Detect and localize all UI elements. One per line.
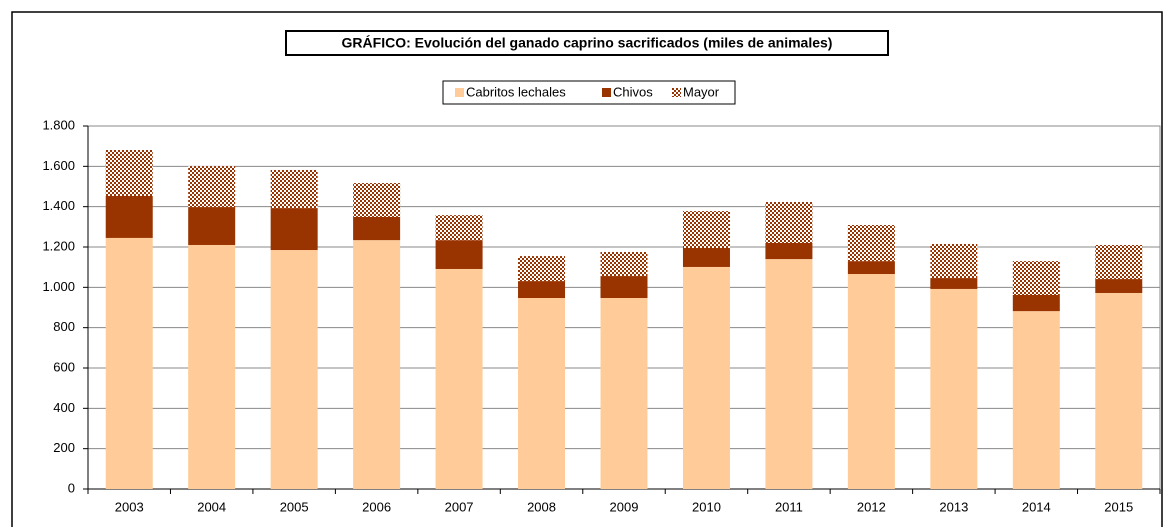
bar-segment bbox=[847, 261, 895, 275]
bar-segment bbox=[930, 288, 978, 489]
y-tick-label: 200 bbox=[53, 440, 75, 455]
bar-segment bbox=[600, 298, 648, 489]
y-tick-label: 1.000 bbox=[42, 279, 75, 294]
x-tick-label: 2010 bbox=[692, 499, 721, 514]
x-tick-label: 2004 bbox=[197, 499, 226, 514]
bar-segment bbox=[435, 240, 483, 269]
x-tick-label: 2005 bbox=[280, 499, 309, 514]
y-tick-label: 1.200 bbox=[42, 238, 75, 253]
x-tick-label: 2008 bbox=[527, 499, 556, 514]
bar-segment bbox=[105, 195, 153, 238]
bar-segment bbox=[353, 240, 401, 489]
bar-segment bbox=[188, 166, 236, 208]
chart-title: GRÁFICO: Evolución del ganado caprino sa… bbox=[342, 35, 833, 51]
bar-segment bbox=[518, 256, 566, 282]
x-tick-label: 2014 bbox=[1022, 499, 1051, 514]
x-tick-label: 2013 bbox=[939, 499, 968, 514]
legend-swatch bbox=[602, 88, 611, 97]
bar-segment bbox=[847, 274, 895, 489]
bar-segment bbox=[270, 208, 318, 251]
y-tick-label: 1.800 bbox=[42, 117, 75, 132]
bar-segment bbox=[1012, 311, 1060, 489]
x-tick-label: 2009 bbox=[610, 499, 639, 514]
legend-box bbox=[442, 80, 736, 105]
x-tick-label: 2011 bbox=[775, 499, 803, 514]
bar-segment bbox=[847, 225, 895, 262]
bar-segment bbox=[682, 211, 730, 249]
legend-label: Cabritos lechales bbox=[466, 84, 566, 99]
bar-segment bbox=[600, 276, 648, 299]
legend-label: Mayor bbox=[683, 84, 720, 99]
x-tick-label: 2003 bbox=[115, 499, 144, 514]
bar-segment bbox=[682, 266, 730, 489]
bar-segment bbox=[682, 248, 730, 267]
bar-segment bbox=[765, 259, 813, 489]
bar-segment bbox=[1095, 292, 1143, 489]
bar-segment bbox=[518, 298, 566, 489]
x-tick-label: 2015 bbox=[1104, 499, 1133, 514]
bar-segment bbox=[1012, 261, 1060, 295]
bar-segment bbox=[930, 243, 978, 279]
y-tick-label: 0 bbox=[68, 480, 75, 495]
legend-swatch bbox=[672, 88, 681, 97]
bar-segment bbox=[765, 202, 813, 243]
bar-segment bbox=[270, 169, 318, 209]
x-tick-label: 2006 bbox=[362, 499, 391, 514]
bar-segment bbox=[518, 281, 566, 299]
bar-segment bbox=[930, 278, 978, 289]
x-tick-label: 2012 bbox=[857, 499, 886, 514]
y-tick-label: 1.400 bbox=[42, 198, 75, 213]
bar-segment bbox=[435, 215, 483, 241]
y-tick-label: 800 bbox=[53, 319, 75, 334]
legend-label: Chivos bbox=[613, 84, 653, 99]
y-tick-label: 600 bbox=[53, 359, 75, 374]
bar-segment bbox=[1012, 294, 1060, 312]
bar-segment bbox=[600, 252, 648, 277]
bar-segment bbox=[105, 149, 153, 196]
bar-segment bbox=[188, 244, 236, 489]
title-box bbox=[285, 30, 889, 56]
bar-segment bbox=[353, 216, 401, 241]
bar-segment bbox=[1095, 279, 1143, 293]
x-tick-label: 2007 bbox=[445, 499, 474, 514]
bar-segment bbox=[353, 183, 401, 217]
y-tick-label: 1.600 bbox=[42, 158, 75, 173]
bar-segment bbox=[270, 250, 318, 489]
bar-segment bbox=[765, 242, 813, 260]
legend-swatch bbox=[455, 88, 464, 97]
bar-segment bbox=[188, 207, 236, 245]
bar-segment bbox=[435, 268, 483, 489]
bar-segment bbox=[105, 237, 153, 489]
y-tick-label: 400 bbox=[53, 400, 75, 415]
bar-segment bbox=[1095, 244, 1143, 280]
